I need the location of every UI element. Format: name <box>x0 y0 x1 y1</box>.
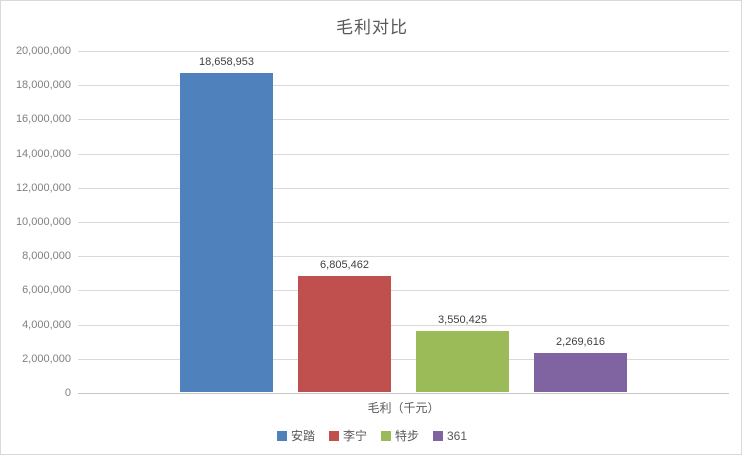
gridline <box>78 51 729 52</box>
bar-series-1 <box>180 73 273 392</box>
gridline <box>78 85 729 87</box>
y-tick-label: 0 <box>64 387 71 399</box>
gridline <box>78 324 729 326</box>
y-tick-label: 6,000,000 <box>22 284 71 297</box>
y-tick-label: 10,000,000 <box>15 216 71 228</box>
legend-label: 特步 <box>394 429 419 443</box>
bar-series-4 <box>534 353 627 392</box>
legend-swatch-icon <box>328 431 339 441</box>
gridline <box>78 256 729 258</box>
legend-item: 361 <box>433 429 467 443</box>
gridline <box>78 358 729 360</box>
bar-value-label: 18,658,953 <box>198 56 255 68</box>
gridline <box>78 153 729 155</box>
x-axis-line <box>78 393 729 394</box>
bar-value-label: 6,805,462 <box>320 259 369 271</box>
plot-area: 18,658,953 6,805,462 3,550,425 2,269,616 <box>78 51 729 394</box>
legend-item: 特步 <box>380 429 419 443</box>
legend-label: 安踏 <box>290 429 315 443</box>
gridline <box>78 119 729 121</box>
gridline <box>78 290 729 292</box>
legend-item: 李宁 <box>328 429 367 443</box>
y-tick-label: 2,000,000 <box>22 352 71 365</box>
y-tick-label: 14,000,000 <box>15 147 71 160</box>
x-axis-label: 毛利（千元） <box>367 401 440 415</box>
bar-value-label: 3,550,425 <box>438 314 487 326</box>
gridline <box>78 222 729 223</box>
y-tick-label: 16,000,000 <box>15 113 71 126</box>
legend-swatch-icon <box>433 431 443 441</box>
legend-item: 安踏 <box>276 429 315 443</box>
y-tick-label: 12,000,000 <box>15 181 71 194</box>
y-tick-label: 4,000,000 <box>22 318 71 331</box>
legend-label: 李宁 <box>342 429 367 443</box>
bar-series-2 <box>298 276 391 392</box>
bar-value-label: 2,269,616 <box>556 336 605 348</box>
legend: 安踏 李宁 特步 361 <box>1 429 741 443</box>
y-tick-label: 8,000,000 <box>22 250 71 263</box>
chart-title: 毛利对比 <box>336 18 408 37</box>
bar-series-3 <box>416 331 509 392</box>
legend-swatch-icon <box>380 431 391 441</box>
legend-label: 361 <box>447 429 468 443</box>
legend-swatch-icon <box>276 431 287 441</box>
y-tick-label: 18,000,000 <box>15 79 71 92</box>
gridline <box>78 187 729 189</box>
y-tick-label: 20,000,000 <box>15 45 71 57</box>
